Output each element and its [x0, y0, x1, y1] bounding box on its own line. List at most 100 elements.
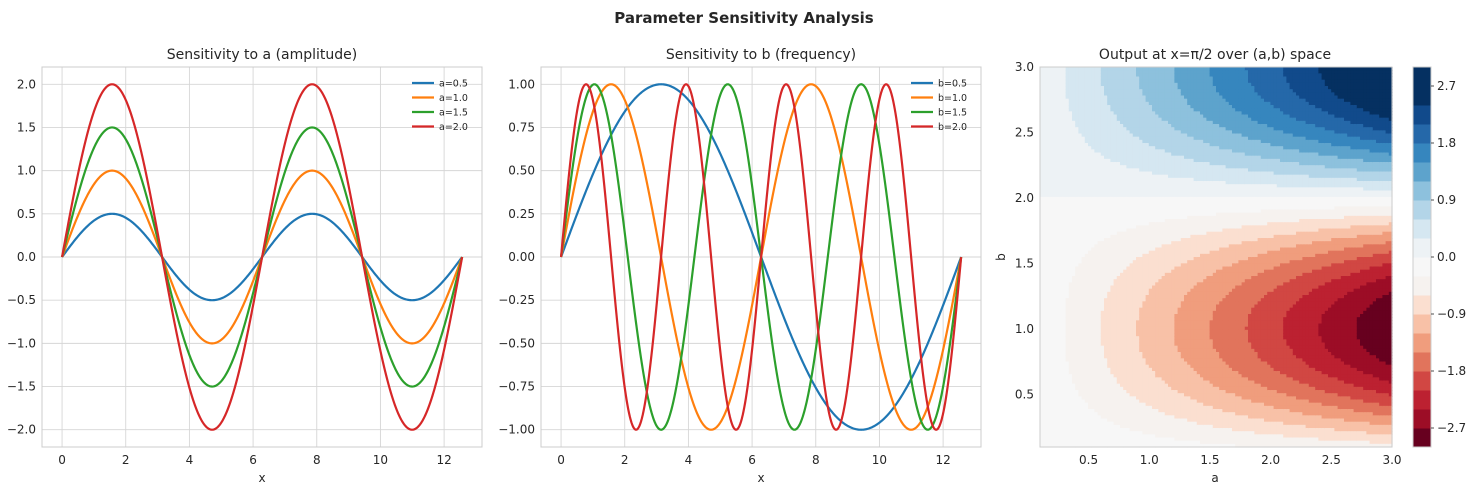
- contour-cell: [1081, 158, 1086, 163]
- contour-cell: [1142, 231, 1147, 236]
- contour-cell: [1136, 352, 1140, 356]
- contour-cell: [1075, 358, 1079, 363]
- chart-amplitude-ytick-label: −2.0: [7, 423, 36, 437]
- contour-cell: [1059, 209, 1063, 214]
- contour-cell: [1126, 409, 1131, 413]
- contour-cell: [1164, 352, 1169, 356]
- contour-cell: [1097, 98, 1102, 103]
- contour-cell: [1043, 177, 1047, 182]
- contour-cell: [1100, 247, 1105, 252]
- contour-cell: [1100, 168, 1105, 173]
- contour-cell: [1078, 345, 1083, 350]
- contour-cell: [1158, 288, 1163, 293]
- contour-cell: [1078, 310, 1083, 315]
- contour-cell: [1107, 443, 1111, 448]
- contour-cell: [1052, 358, 1057, 363]
- contour-cell: [1168, 184, 1172, 188]
- contour-cell: [1148, 238, 1153, 242]
- contour-cell: [1072, 92, 1076, 97]
- contour-cell: [1059, 92, 1063, 97]
- contour-cell: [1097, 231, 1102, 236]
- contour-cell: [1043, 149, 1047, 154]
- contour-cell: [1094, 117, 1099, 122]
- contour-cell: [1062, 181, 1067, 185]
- contour-cell: [1148, 250, 1153, 255]
- contour-cell: [1126, 355, 1131, 359]
- contour-cell: [1145, 193, 1150, 198]
- contour-cell: [1091, 282, 1095, 287]
- contour-cell: [1075, 421, 1079, 426]
- contour-cell: [1056, 92, 1060, 97]
- contour-cell: [1164, 288, 1169, 293]
- contour-cell: [1056, 82, 1060, 87]
- contour-cell: [1049, 326, 1054, 331]
- contour-cell: [1043, 212, 1047, 217]
- contour-cell: [1084, 326, 1089, 331]
- contour-cell: [1129, 127, 1134, 131]
- contour-cell: [1104, 212, 1108, 217]
- contour-cell: [1049, 418, 1054, 423]
- contour-cell: [1052, 405, 1057, 410]
- contour-cell: [1043, 73, 1047, 78]
- contour-cell: [1094, 228, 1099, 233]
- contour-cell: [1161, 424, 1166, 429]
- contour-cell: [1043, 228, 1047, 233]
- contour-cell: [1129, 263, 1134, 268]
- contour-cell: [1088, 165, 1092, 169]
- contour-cell: [1152, 136, 1156, 141]
- contour-cell: [1155, 200, 1159, 204]
- contour-cell: [1091, 276, 1095, 280]
- contour-cell: [1059, 76, 1063, 81]
- contour-cell: [1152, 269, 1156, 274]
- contour-cell: [1052, 76, 1057, 81]
- contour-cell: [1091, 155, 1095, 160]
- contour-cell: [1097, 390, 1102, 394]
- contour-cell: [1168, 196, 1172, 201]
- contour-cell: [1097, 108, 1102, 112]
- contour-cell: [1059, 279, 1063, 283]
- contour-cell: [1072, 323, 1076, 328]
- contour-cell: [1161, 127, 1166, 131]
- contour-cell: [1129, 165, 1134, 169]
- contour-cell: [1068, 285, 1073, 290]
- contour-cell: [1113, 184, 1118, 188]
- contour-cell: [1107, 383, 1111, 388]
- contour-cell: [1142, 225, 1147, 230]
- contour-cell: [1065, 152, 1070, 157]
- contour-cell: [1088, 361, 1092, 366]
- contour-cell: [1145, 152, 1150, 157]
- contour-cell: [1081, 86, 1086, 90]
- contour-cell: [1113, 234, 1118, 239]
- contour-cell: [1152, 244, 1156, 249]
- contour-cell: [1155, 307, 1159, 312]
- contour-cell: [1110, 203, 1115, 207]
- contour-cell: [1100, 298, 1105, 302]
- contour-cell: [1065, 76, 1070, 81]
- contour-cell: [1068, 431, 1073, 435]
- contour-cell: [1164, 348, 1169, 353]
- contour-cell: [1049, 314, 1054, 318]
- contour-cell: [1062, 89, 1067, 93]
- contour-cell: [1161, 231, 1166, 236]
- contour-cell: [1100, 89, 1105, 93]
- contour-cell: [1059, 396, 1063, 401]
- contour-cell: [1097, 190, 1102, 195]
- contour-cell: [1139, 396, 1143, 401]
- contour-cell: [1104, 329, 1108, 334]
- contour-cell: [1078, 130, 1083, 135]
- contour-cell: [1075, 196, 1079, 201]
- contour-cell: [1040, 200, 1044, 204]
- contour-cell: [1136, 108, 1140, 112]
- contour-cell: [1091, 124, 1095, 128]
- contour-cell: [1062, 260, 1067, 264]
- contour-cell: [1040, 428, 1044, 432]
- contour-cell: [1148, 263, 1153, 268]
- contour-cell: [1068, 323, 1073, 328]
- contour-cell: [1116, 266, 1121, 271]
- contour-cell: [1129, 361, 1134, 366]
- contour-cell: [1107, 320, 1111, 325]
- contour-cell: [1129, 386, 1134, 391]
- contour-cell: [1088, 367, 1092, 372]
- contour-cell: [1168, 215, 1172, 220]
- contour-cell: [1100, 266, 1105, 271]
